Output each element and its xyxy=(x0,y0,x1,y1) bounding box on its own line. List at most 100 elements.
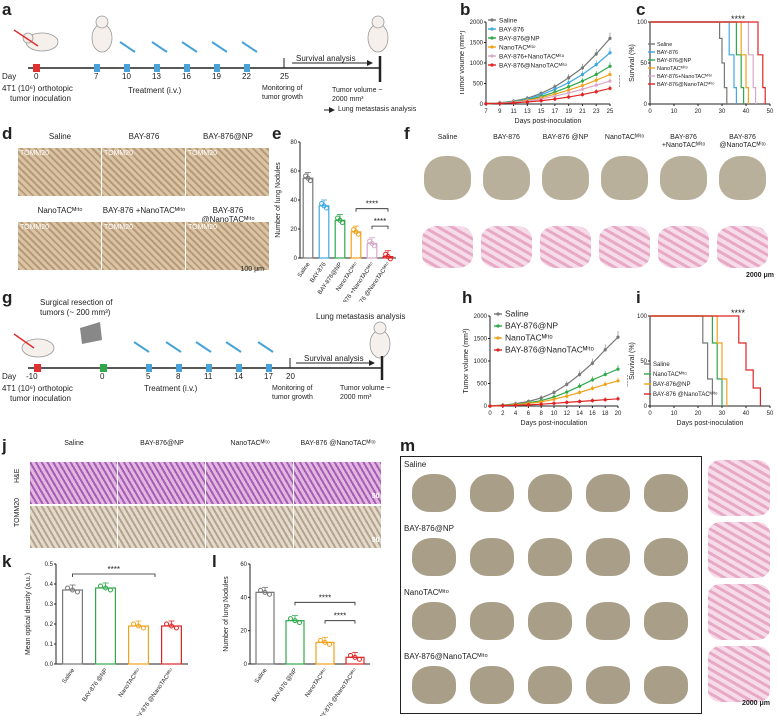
stain-label: TOMM20 xyxy=(188,150,218,157)
legend-marker xyxy=(490,63,494,67)
survival-a: Survival analysis xyxy=(296,54,356,63)
y-tick-label: 1500 xyxy=(470,41,484,47)
panel-letter-j: j xyxy=(2,436,7,455)
legend-label: NanoTACᴹⁱᵗᵒ xyxy=(499,44,536,52)
y-tick-label: 80 xyxy=(290,140,297,146)
y-axis-label: Tumor volume (mm³) xyxy=(463,328,470,393)
treatment-g: Treatment (i.v.) xyxy=(144,384,198,393)
y-tick-label: 40 xyxy=(240,595,247,601)
legend-marker xyxy=(490,27,494,31)
x-tick-label: 11 xyxy=(510,109,517,115)
y-tick-label: 0.0 xyxy=(45,662,54,668)
category-label: BAY-876 @NP xyxy=(271,668,298,703)
syringe-icons xyxy=(119,41,258,53)
data-dot xyxy=(173,625,179,631)
category-label: NanoTACᴹⁱᵗᵒ xyxy=(303,666,329,699)
lung-photo xyxy=(412,474,456,512)
lung-photo xyxy=(528,666,572,704)
day-0: 0 xyxy=(34,72,39,81)
legend-label: NanoTACᴹⁱᵗᵒ xyxy=(657,64,688,72)
panel-letter-l: l xyxy=(212,552,217,571)
data-dot xyxy=(136,623,141,629)
data-dot xyxy=(355,231,361,237)
panel-letter-f: f xyxy=(404,124,410,143)
significance: **** xyxy=(374,217,386,226)
y-axis-label: Number of lung Nodules xyxy=(223,576,230,652)
histology-grid-j: Saline BAY-876@NP NanoTACᴹⁱᵗᵒ BAY-876 @Nano… xyxy=(14,440,396,552)
lung-he-section xyxy=(708,522,770,578)
group-label: BAY-876@NP xyxy=(140,440,184,447)
lung-he-section xyxy=(540,226,591,268)
x-tick-label: 6 xyxy=(527,411,531,417)
legend-marker xyxy=(490,54,494,58)
lung-photo xyxy=(470,666,514,704)
legend-label: BAY-876@NP xyxy=(499,36,540,43)
lung-photo xyxy=(470,538,514,576)
data-dot xyxy=(297,620,302,626)
timeline-g xyxy=(13,321,391,380)
y-axis-label: Survival (%) xyxy=(629,342,636,380)
data-dot xyxy=(258,587,263,593)
data-dot xyxy=(74,589,80,595)
treatment-a: Treatment (i.v.) xyxy=(128,86,182,95)
data-dot xyxy=(288,616,293,622)
chart-l: 0 20 40 60 Number of lung Nodules Saline BAY-8… xyxy=(223,562,370,716)
y-tick-label: 0.2 xyxy=(45,622,54,628)
cell-line-a: 4T1 (10⁶) orthotopic xyxy=(2,84,73,93)
group-label: Saline xyxy=(48,132,72,141)
x-tick-label: 10 xyxy=(551,411,558,417)
lung-photo xyxy=(470,474,514,512)
inoculation-a: tumor inoculation xyxy=(10,94,71,103)
he-image xyxy=(118,462,205,504)
series-line xyxy=(485,73,611,105)
day-label: Day xyxy=(2,72,17,81)
scalpel-icon xyxy=(80,322,102,344)
x-tick-label: 50 xyxy=(767,411,774,417)
significance-bracket xyxy=(324,620,356,624)
legend-marker xyxy=(496,348,500,352)
scale-bar: 100 μm xyxy=(240,266,265,273)
lung-he-section xyxy=(708,646,770,702)
significance-bracket xyxy=(355,208,389,212)
data-dot xyxy=(348,652,353,658)
significance-bracket xyxy=(294,601,356,606)
panel-letter-c: c xyxy=(636,0,646,19)
y-tick-label: 1000 xyxy=(470,61,484,67)
x-tick-label: 25 xyxy=(607,109,614,115)
day-11-g: 11 xyxy=(204,372,213,381)
survival-curve xyxy=(650,315,761,406)
significance-bracket xyxy=(371,225,389,230)
panel-letter-m: m xyxy=(400,436,416,455)
panel-letter-d: d xyxy=(2,124,13,143)
y-tick-label: 0.4 xyxy=(45,582,54,588)
x-tick-label: 0 xyxy=(648,109,652,115)
data-dot xyxy=(267,591,272,597)
group-label: BAY-876 @NanoTACᴹⁱᵗᵒ xyxy=(201,206,255,224)
legend-label: BAY-876@NP xyxy=(657,58,692,64)
y-tick-label: 2000 xyxy=(474,314,488,320)
lung-images-f: Saline BAY-876 BAY-876 @NP NanoTACᴹⁱᵗᵒ BAY-8… xyxy=(418,134,776,284)
category-label: Saline xyxy=(62,667,77,685)
data-dot xyxy=(352,654,358,660)
y-tick-label: 1500 xyxy=(474,337,488,343)
data-dot xyxy=(387,256,393,262)
y-axis-label: Tumor volume (mm³) xyxy=(460,30,466,95)
lung-photo xyxy=(644,666,688,704)
survival-g: Survival analysis xyxy=(304,354,364,363)
x-tick-label: 13 xyxy=(524,109,531,115)
y-tick-label: 40 xyxy=(290,198,297,204)
row-label: H&E xyxy=(14,468,21,483)
group-label: Saline xyxy=(437,134,458,141)
group-label: BAY-876@NP xyxy=(404,524,454,533)
data-point xyxy=(484,101,488,106)
significance: **** xyxy=(622,375,628,387)
group-label: BAY-876 +NanoTACᴹⁱᵗᵒ xyxy=(102,206,186,215)
x-tick-label: 17 xyxy=(552,109,559,115)
legend-label: BAY-876@NP xyxy=(505,321,558,331)
category-label: Saline xyxy=(254,667,269,685)
bar xyxy=(285,620,305,665)
mouse-icon xyxy=(367,15,389,53)
lung-he-section xyxy=(481,226,532,268)
significance: **** xyxy=(319,593,331,602)
